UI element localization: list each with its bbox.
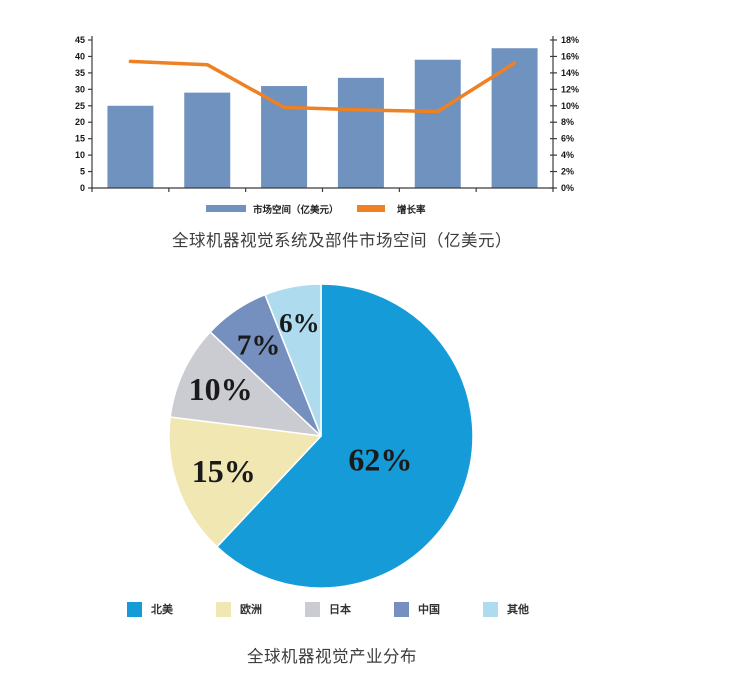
pie-slice-label-1: 15% bbox=[192, 453, 256, 489]
pie-legend-label-4: 其他 bbox=[507, 604, 529, 616]
line-legend-swatch bbox=[357, 205, 385, 212]
left-axis-label: 10 bbox=[75, 150, 85, 160]
left-axis-label: 30 bbox=[75, 84, 85, 94]
left-axis-label: 0 bbox=[80, 183, 85, 193]
right-axis-label: 6% bbox=[561, 134, 574, 144]
market-bar bbox=[184, 92, 231, 188]
pie-legend-item-2: 日本 bbox=[305, 601, 351, 617]
pie-chart-title: 全球机器视觉产业分布 bbox=[247, 648, 417, 666]
left-axis-label: 15 bbox=[75, 134, 85, 144]
pie-legend-swatch-3 bbox=[394, 601, 409, 617]
pie-labels: 62% 15% 10% 7%6% bbox=[189, 308, 413, 489]
pie-legend-label-0: 北美 bbox=[151, 604, 173, 616]
bar-legend-swatch bbox=[206, 205, 246, 212]
pie-legend-label-2: 日本 bbox=[329, 604, 351, 616]
market-bar bbox=[261, 86, 308, 188]
right-axis-label: 0% bbox=[561, 183, 574, 193]
pie-legend-item-0: 北美 bbox=[127, 601, 173, 617]
market-bar bbox=[414, 59, 461, 188]
left-axis-label: 40 bbox=[75, 51, 85, 61]
market-bar bbox=[107, 105, 154, 188]
market-bar bbox=[491, 48, 538, 188]
left-axis-label: 35 bbox=[75, 68, 85, 78]
pie-legend: 北美 欧洲 日本 中国 其他 bbox=[127, 601, 529, 617]
market-chart-title: 全球机器视觉系统及部件市场空间（亿美元） bbox=[172, 232, 512, 250]
pie-legend-item-4: 其他 bbox=[483, 601, 529, 617]
pie-legend-label-3: 中国 bbox=[418, 604, 440, 616]
right-axis-label: 10% bbox=[561, 101, 579, 111]
left-axis-label: 45 bbox=[75, 35, 85, 45]
pie-legend-label-1: 欧洲 bbox=[240, 604, 262, 616]
left-axis-label: 20 bbox=[75, 117, 85, 127]
left-axis-label: 25 bbox=[75, 101, 85, 111]
right-axis-label: 14% bbox=[561, 68, 579, 78]
pie-slice-label-0: 62% bbox=[348, 442, 412, 478]
pie-legend-swatch-4 bbox=[483, 601, 498, 617]
growth-line bbox=[128, 59, 517, 114]
pie-slice-label-2: 10% bbox=[189, 371, 253, 407]
combo-legend-label: 市场空间（亿美元） bbox=[253, 204, 339, 216]
pie-slice-0 bbox=[216, 283, 474, 589]
pie-slice-2 bbox=[169, 331, 322, 437]
combo-legend-label: 增长率 bbox=[397, 204, 426, 216]
pie-slices bbox=[168, 283, 474, 589]
right-axis-label: 2% bbox=[561, 167, 574, 177]
industry-pie-chart: 62% 15% 10% 7%6% bbox=[168, 283, 474, 589]
right-axis-label: 16% bbox=[561, 51, 579, 61]
right-axis-label: 8% bbox=[561, 117, 574, 127]
pie-legend-item-1: 欧洲 bbox=[216, 601, 262, 617]
combo-legend: 市场空间（亿美元） 增长率 bbox=[206, 204, 426, 216]
pie-slice-4 bbox=[264, 283, 322, 437]
right-axis-label: 18% bbox=[561, 35, 579, 45]
right-axis-label: 4% bbox=[561, 150, 574, 160]
pie-legend-swatch-2 bbox=[305, 601, 320, 617]
pie-slice-label-4: 6% bbox=[279, 308, 320, 338]
market-bar bbox=[337, 77, 384, 188]
pie-slice-label-3: 7% bbox=[237, 329, 280, 361]
right-axis-label: 12% bbox=[561, 84, 579, 94]
left-axis-label: 5 bbox=[80, 167, 85, 177]
axes bbox=[91, 36, 554, 189]
pie-legend-swatch-1 bbox=[216, 601, 231, 617]
market-combo-chart: 0 5 10 15 20 25 30 35 40 45 0% 2% 4% 6% 8% 10% 12% 14% 16%… bbox=[75, 35, 579, 216]
pie-slice-1 bbox=[168, 416, 322, 548]
bar-series bbox=[107, 48, 538, 188]
pie-legend-swatch-0 bbox=[127, 601, 142, 617]
pie-legend-item-3: 中国 bbox=[394, 601, 440, 617]
